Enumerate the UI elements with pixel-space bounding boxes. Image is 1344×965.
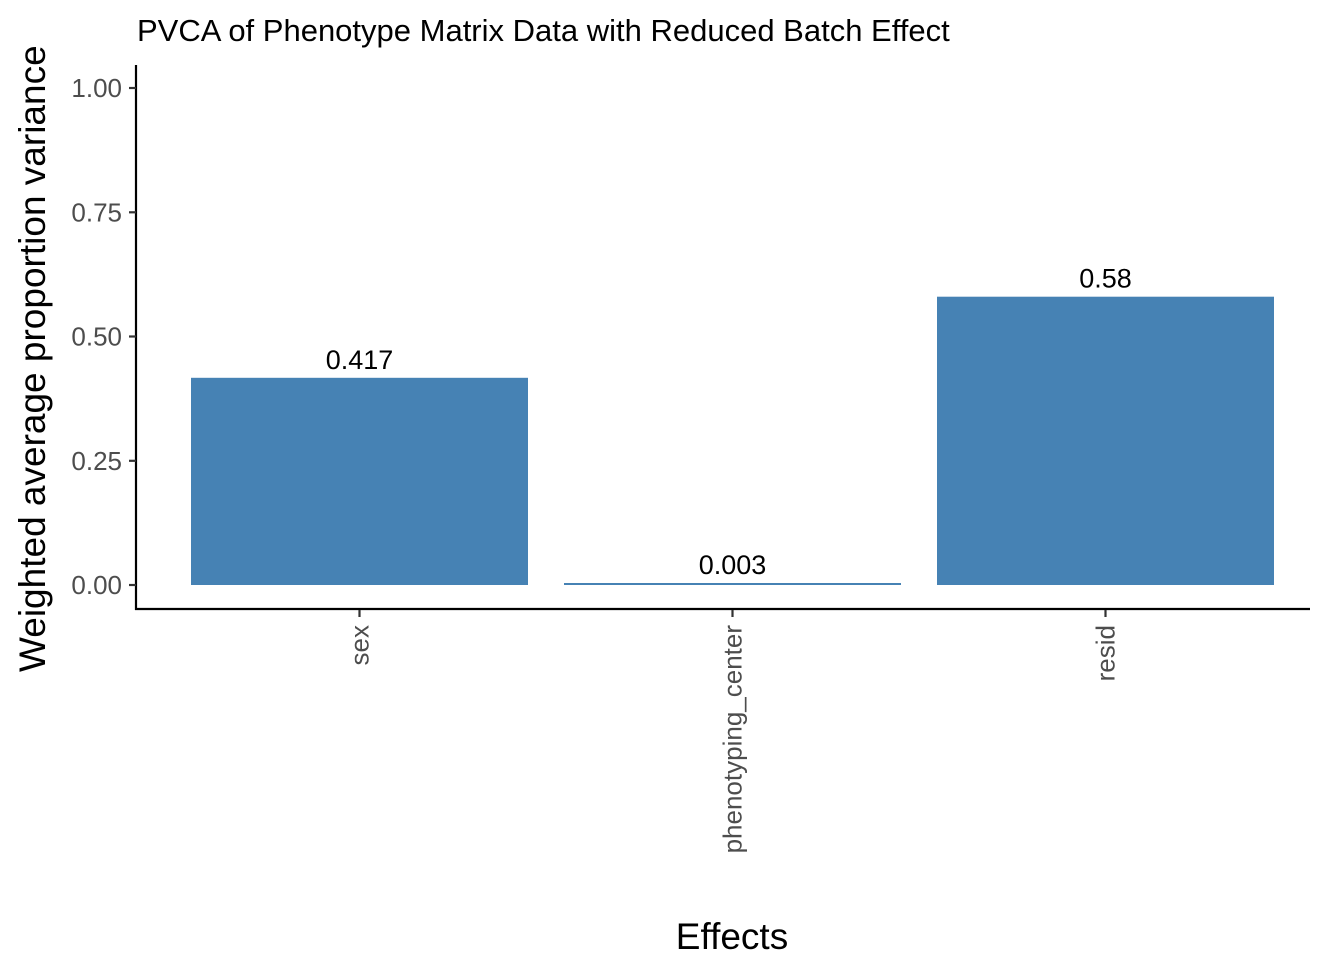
chart-title: PVCA of Phenotype Matrix Data with Reduc… — [137, 13, 950, 48]
bar-sex — [191, 377, 528, 585]
data-label-resid: 0.58 — [1079, 264, 1132, 294]
y-axis-title: Weighted average proportion variance — [12, 45, 53, 672]
x-axis-ticks: sex phenotyping_center resid — [345, 610, 1121, 853]
y-axis-ticks: 0.00 0.25 0.50 0.75 1.00 — [71, 73, 136, 600]
x-axis-title: Effects — [676, 916, 788, 957]
x-tick-label: resid — [1091, 625, 1121, 681]
y-tick-label: 0.25 — [71, 446, 122, 476]
y-tick-label: 0.00 — [71, 570, 122, 600]
y-tick-label: 0.75 — [71, 197, 122, 227]
data-label-phenotyping-center: 0.003 — [699, 550, 767, 580]
data-labels-layer: 0.417 0.003 0.58 — [326, 264, 1132, 580]
x-tick-label: phenotyping_center — [718, 625, 748, 854]
bar-resid — [937, 296, 1274, 585]
y-tick-label: 1.00 — [71, 73, 122, 103]
x-tick-label: sex — [345, 625, 375, 665]
data-label-sex: 0.417 — [326, 345, 394, 375]
bar-phenotyping-center — [564, 583, 901, 585]
bars-layer — [191, 296, 1274, 585]
y-tick-label: 0.50 — [71, 322, 122, 352]
